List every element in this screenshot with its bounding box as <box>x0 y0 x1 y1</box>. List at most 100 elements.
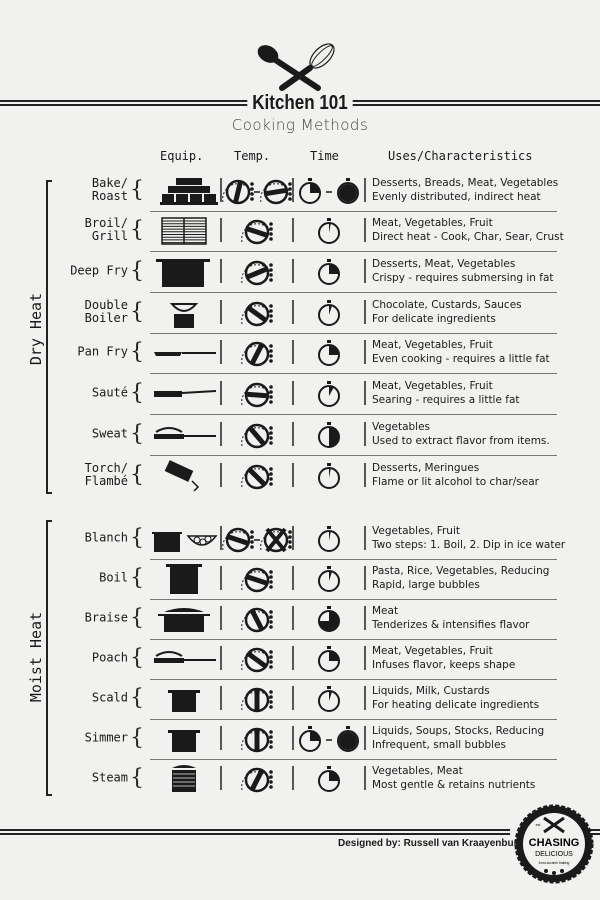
timer-icon-start <box>299 178 321 204</box>
uses-cell: Pasta, Rice, Vegetables, Reducing Rapid, … <box>372 564 549 592</box>
divider <box>220 686 222 710</box>
badge-tag: from-scratch baking <box>539 861 570 865</box>
method-row: Bake/ Roast { Desserts, Breads, Meat, Ve… <box>0 170 600 212</box>
row-separator <box>150 678 557 680</box>
divider <box>364 766 366 790</box>
heat-dial-icon <box>241 423 273 449</box>
divider <box>220 766 222 790</box>
stacked-bakeware-icon <box>160 178 218 205</box>
method-name: Blanch <box>84 530 128 545</box>
uses-cell: Desserts, Breads, Meat, Vegetables Evenly… <box>372 176 558 204</box>
brace-icon: { <box>130 258 144 284</box>
time-cell <box>294 212 364 248</box>
uses-note: Two steps: 1. Boil, 2. Dip in ice water <box>372 539 566 551</box>
equipment-cell <box>150 760 220 796</box>
uses-note: Flame or lit alcohol to char/sear <box>372 476 539 488</box>
uses-note: Tenderizes & intensifies flavor <box>372 619 530 631</box>
temperature-cell <box>222 720 292 756</box>
brace-icon: { <box>130 565 144 591</box>
time-cell <box>294 253 364 289</box>
temperature-cell <box>222 520 292 556</box>
divider <box>292 463 294 487</box>
method-row: Double Boiler { Chocolate, Custards, Sau… <box>0 292 600 334</box>
divider <box>292 381 294 405</box>
uses-foods: Vegetables <box>372 421 431 433</box>
dutch-oven-icon <box>158 608 210 632</box>
temperature-cell <box>222 334 292 370</box>
heat-dial-icon <box>241 341 273 367</box>
badge-name: CHASING <box>529 837 580 849</box>
timer-icon <box>318 300 340 326</box>
method-row: Boil { Pasta, Rice, Vegetables, Reducing… <box>0 558 600 600</box>
uses-foods: Vegetables, Fruit <box>372 525 460 537</box>
divider <box>292 646 294 670</box>
uses-note: Direct heat - Cook, Char, Sear, Crust <box>372 231 564 243</box>
uses-foods: Meat, Vegetables, Fruit <box>372 339 493 351</box>
row-separator <box>150 718 557 720</box>
divider <box>220 300 222 324</box>
uses-foods: Meat, Vegetables, Fruit <box>372 217 493 229</box>
method-name: Poach <box>91 650 128 665</box>
equipment-cell <box>150 457 220 493</box>
uses-foods: Meat <box>372 605 399 617</box>
chasing-delicious-badge: CHASING DELICIOUS from-scratch baking es… <box>514 804 594 884</box>
col-temp: Temp. <box>234 149 271 163</box>
divider <box>292 178 294 202</box>
divider <box>364 218 366 242</box>
divider <box>220 422 222 446</box>
equipment-cell <box>150 600 220 636</box>
time-cell <box>294 720 364 756</box>
divider <box>220 566 222 590</box>
time-cell <box>294 294 364 330</box>
divider <box>364 726 366 750</box>
divider <box>364 566 366 590</box>
divider <box>364 463 366 487</box>
spoon-whisk-logo-icon <box>257 43 335 91</box>
uses-cell: Vegetables Used to extract flavor from it… <box>372 420 550 448</box>
brace-icon: { <box>130 421 144 447</box>
method-row: Scald { Liquids, Milk, Custards For heati… <box>0 678 600 720</box>
method-row: Broil/ Grill { Meat, Vegetables, Fruit Di… <box>0 210 600 252</box>
method-name: Deep Fry <box>70 263 128 278</box>
saucepan-icon <box>168 690 200 712</box>
temperature-cell <box>222 416 292 452</box>
heat-dial-icon <box>241 567 273 593</box>
row-separator <box>150 598 557 600</box>
row-separator <box>150 454 557 456</box>
method-name: Braise <box>84 610 128 625</box>
uses-note: Even cooking - requires a little fat <box>372 353 550 365</box>
method-name: Sweat <box>91 426 128 441</box>
equipment-cell <box>150 520 220 556</box>
moist-heat-bracket <box>46 520 52 796</box>
equipment-cell <box>150 172 220 208</box>
divider <box>364 381 366 405</box>
method-name: Broil/ Grill <box>84 216 128 243</box>
col-time: Time <box>310 149 339 163</box>
col-uses: Uses/Characteristics <box>388 149 533 163</box>
time-cell <box>294 560 364 596</box>
uses-foods: Liquids, Soups, Stocks, Reducing <box>372 725 545 737</box>
brace-icon: { <box>130 339 144 365</box>
uses-note: Evenly distributed, indirect heat <box>372 191 541 203</box>
divider <box>220 526 222 550</box>
uses-note: Used to extract flavor from items. <box>372 435 550 447</box>
timer-icon-end <box>337 726 359 752</box>
method-name: Steam <box>91 770 128 785</box>
method-name: Simmer <box>84 730 128 745</box>
brace-icon: { <box>130 725 144 751</box>
divider <box>220 463 222 487</box>
row-separator <box>150 250 557 252</box>
time-cell <box>294 600 364 636</box>
timer-icon <box>318 381 340 407</box>
uses-cell: Desserts, Meat, Vegetables Crispy - requi… <box>372 257 554 285</box>
row-separator <box>150 332 557 334</box>
uses-note: Crispy - requires submersing in fat <box>372 272 554 284</box>
brace-icon: { <box>130 380 144 406</box>
divider <box>220 646 222 670</box>
temperature-cell <box>222 640 292 676</box>
uses-foods: Desserts, Meringues <box>372 462 480 474</box>
dry-heat-bracket <box>46 180 52 494</box>
tall-pot-icon <box>166 564 202 594</box>
heat-dial-icon <box>241 687 273 713</box>
time-cell <box>294 457 364 493</box>
